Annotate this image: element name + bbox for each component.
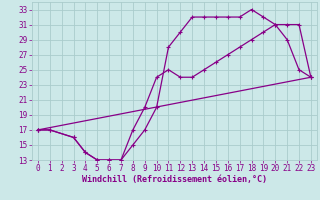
X-axis label: Windchill (Refroidissement éolien,°C): Windchill (Refroidissement éolien,°C) [82, 175, 267, 184]
